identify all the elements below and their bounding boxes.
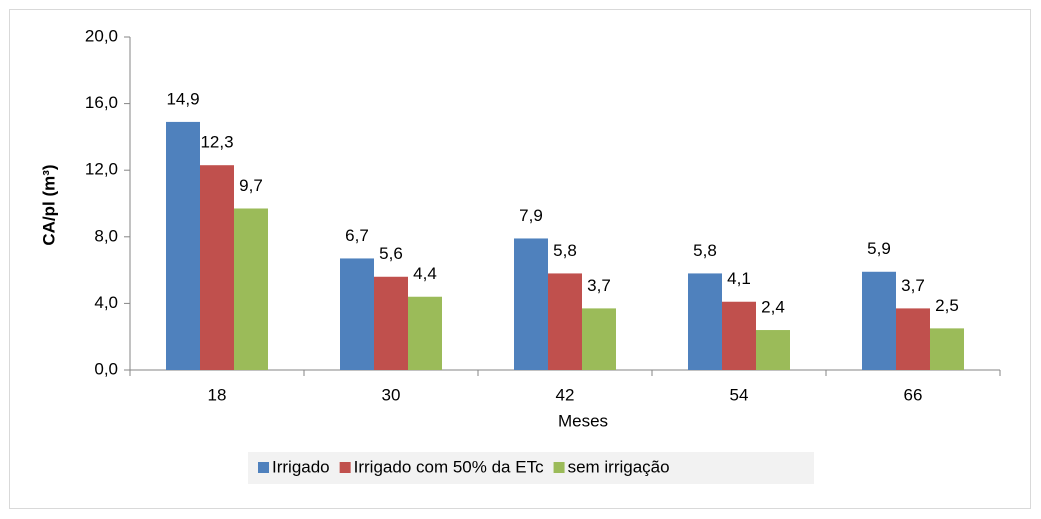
bar bbox=[722, 301, 756, 370]
bar bbox=[688, 273, 722, 370]
value-label: 12,3 bbox=[200, 133, 233, 152]
x-tick-label: 54 bbox=[730, 385, 749, 404]
x-tick-label: 30 bbox=[382, 385, 401, 404]
legend-label: sem irrigação bbox=[568, 457, 670, 476]
x-tick-label: 42 bbox=[556, 385, 575, 404]
bar bbox=[756, 330, 790, 370]
y-tick-label: 20,0 bbox=[85, 26, 118, 45]
y-tick-label: 12,0 bbox=[85, 160, 118, 179]
value-label: 5,8 bbox=[693, 241, 717, 260]
value-label: 14,9 bbox=[166, 89, 199, 108]
value-label: 5,9 bbox=[867, 239, 891, 258]
x-tick-label: 18 bbox=[208, 385, 227, 404]
value-label: 6,7 bbox=[345, 226, 369, 245]
legend-swatch bbox=[258, 462, 269, 473]
legend-swatch bbox=[339, 462, 351, 473]
x-tick-label: 66 bbox=[904, 385, 923, 404]
x-axis-label: Meses bbox=[558, 411, 608, 430]
value-label: 3,7 bbox=[901, 276, 925, 295]
bar bbox=[408, 296, 442, 370]
bar bbox=[340, 258, 374, 370]
value-label: 5,6 bbox=[379, 244, 403, 263]
y-tick-label: 16,0 bbox=[85, 93, 118, 112]
bar bbox=[200, 165, 234, 370]
value-label: 2,4 bbox=[761, 298, 785, 317]
y-tick-label: 8,0 bbox=[94, 226, 118, 245]
y-axis-label: CA/pl (m³) bbox=[39, 164, 58, 245]
bar bbox=[582, 308, 616, 370]
bar bbox=[234, 208, 268, 370]
value-label: 4,1 bbox=[727, 269, 751, 288]
bar bbox=[374, 276, 408, 370]
bar bbox=[514, 238, 548, 370]
value-label: 4,4 bbox=[413, 264, 437, 283]
value-label: 3,7 bbox=[587, 276, 611, 295]
value-label: 9,7 bbox=[239, 176, 263, 195]
bar bbox=[862, 271, 896, 370]
value-label: 2,5 bbox=[935, 296, 959, 315]
y-tick-label: 4,0 bbox=[94, 293, 118, 312]
legend-label: Irrigado bbox=[272, 457, 330, 476]
bar bbox=[548, 273, 582, 370]
bar bbox=[166, 121, 200, 370]
legend-swatch bbox=[553, 462, 565, 473]
legend-label: Irrigado com 50% da ETc bbox=[354, 457, 544, 476]
value-label: 7,9 bbox=[519, 206, 543, 225]
bar bbox=[930, 328, 964, 370]
value-label: 5,8 bbox=[553, 241, 577, 260]
y-tick-label: 0,0 bbox=[94, 359, 118, 378]
bar bbox=[896, 308, 930, 370]
